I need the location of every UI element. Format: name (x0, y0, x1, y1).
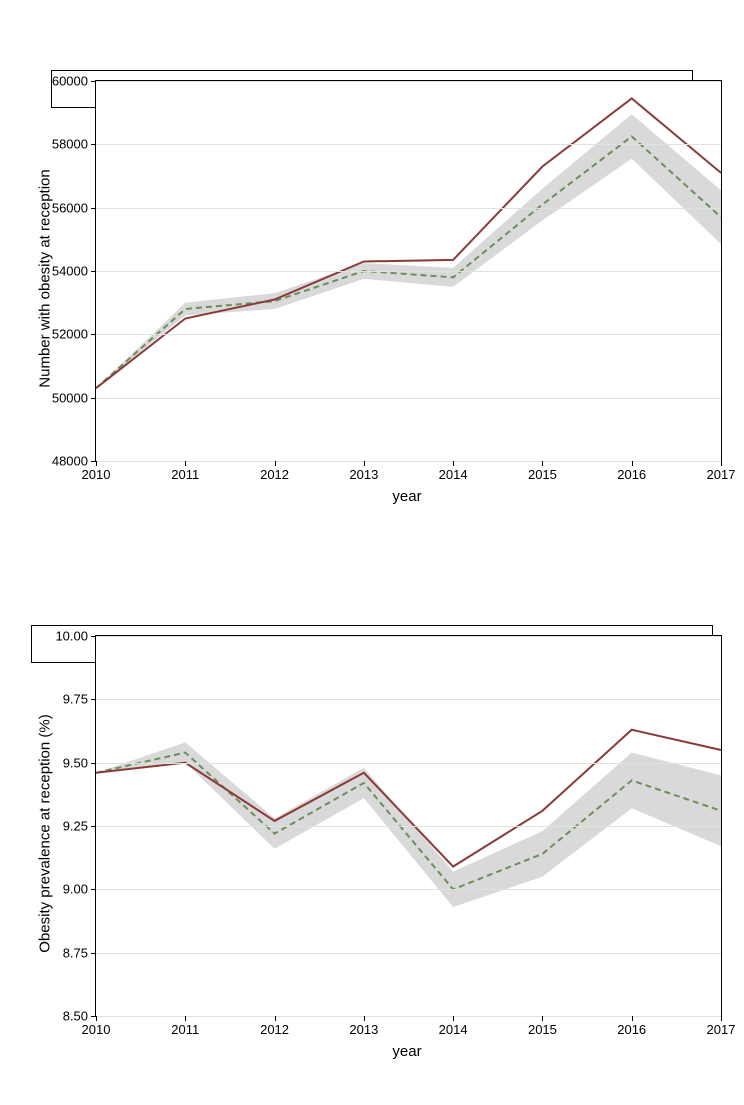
y-tick-label: 9.00 (63, 882, 96, 897)
gridline (96, 398, 721, 399)
chart-prevalence: Obesity prevalence at reception (%) 8.50… (10, 625, 734, 1095)
gridline (96, 81, 721, 82)
x-tick-label: 2010 (82, 1016, 111, 1037)
y-tick-label: 8.75 (63, 945, 96, 960)
x-tick-label: 2016 (617, 1016, 646, 1037)
chart1-xlabel: year (392, 488, 421, 505)
y-tick-label: 10.00 (55, 629, 96, 644)
x-tick-label: 2017 (707, 461, 736, 482)
x-tick-label: 2011 (171, 1016, 199, 1037)
gridline (96, 763, 721, 764)
ci-band (96, 114, 721, 388)
x-tick-label: 2016 (617, 461, 646, 482)
x-tick-label: 2014 (439, 461, 468, 482)
gridline (96, 334, 721, 335)
x-tick-label: 2015 (528, 1016, 557, 1037)
gridline (96, 699, 721, 700)
gridline (96, 953, 721, 954)
chart-container: Number with obesity at reception 4800050… (10, 70, 734, 1095)
x-tick-label: 2011 (171, 461, 199, 482)
gridline (96, 144, 721, 145)
gridline (96, 636, 721, 637)
ci-band (96, 742, 721, 907)
x-tick-label: 2013 (349, 1016, 378, 1037)
expected-line (96, 136, 721, 388)
x-tick-label: 2012 (260, 1016, 289, 1037)
gridline (96, 826, 721, 827)
y-tick-label: 58000 (52, 137, 96, 152)
gridline (96, 208, 721, 209)
chart1-plot-area: 4800050000520005400056000580006000020102… (95, 80, 722, 462)
gridline (96, 889, 721, 890)
x-tick-label: 2017 (707, 1016, 736, 1037)
y-tick-label: 60000 (52, 74, 96, 89)
chart-number: Number with obesity at reception 4800050… (10, 70, 734, 540)
y-tick-label: 56000 (52, 200, 96, 215)
x-tick-label: 2012 (260, 461, 289, 482)
chart1-ylabel: Number with obesity at reception (37, 129, 54, 429)
gridline (96, 271, 721, 272)
x-tick-label: 2015 (528, 461, 557, 482)
x-tick-label: 2010 (82, 461, 111, 482)
y-tick-label: 9.25 (63, 819, 96, 834)
y-tick-label: 50000 (52, 390, 96, 405)
chart2-plot-area: 8.508.759.009.259.509.7510.0020102011201… (95, 635, 722, 1017)
y-tick-label: 52000 (52, 327, 96, 342)
y-tick-label: 54000 (52, 264, 96, 279)
y-tick-label: 9.75 (63, 692, 96, 707)
x-tick-label: 2013 (349, 461, 378, 482)
chart2-ylabel: Obesity prevalence at reception (%) (37, 694, 54, 974)
y-tick-label: 9.50 (63, 755, 96, 770)
x-tick-label: 2014 (439, 1016, 468, 1037)
chart2-xlabel: year (392, 1043, 421, 1060)
